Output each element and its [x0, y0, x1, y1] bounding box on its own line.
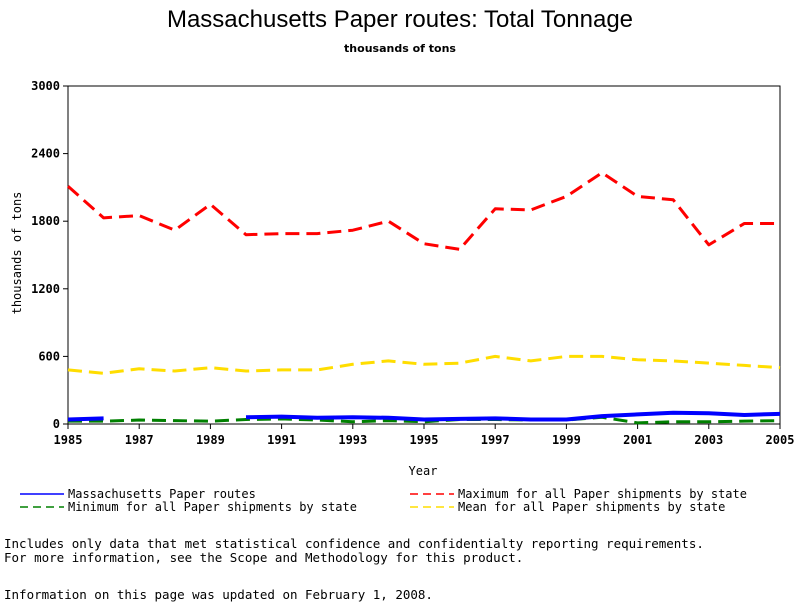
note-line-1: Includes only data that met statistical …: [4, 536, 704, 551]
y-tick-label: 0: [53, 417, 60, 431]
update-note: Information on this page was updated on …: [4, 587, 433, 602]
x-tick-label: 2001: [623, 433, 652, 447]
x-tick-label: 1991: [267, 433, 296, 447]
y-tick-label: 1800: [31, 214, 60, 228]
x-tick-label: 1993: [338, 433, 367, 447]
y-tick-label: 600: [38, 349, 60, 363]
note-line-2: For more information, see the Scope and …: [4, 550, 524, 565]
series-line-maximum-for-all-paper-shipments-by-state: [67, 171, 780, 251]
x-tick-label: 1989: [196, 433, 225, 447]
series-line-minimum-for-all-paper-shipments-by-state: [68, 415, 781, 425]
y-tick-label: 1200: [31, 282, 60, 296]
series-line-massachusetts-paper-routes: [245, 410, 781, 422]
x-tick-label: 1999: [552, 433, 581, 447]
x-tick-label: 2005: [766, 433, 795, 447]
chart-title: Massachusetts Paper routes: Total Tonnag…: [166, 6, 634, 33]
series-line-massachusetts-paper-routes: [67, 416, 104, 422]
y-tick-label: 3000: [31, 79, 60, 93]
x-tick-label: 1997: [481, 433, 510, 447]
legend-label: Massachusetts Paper routes: [68, 487, 256, 501]
legend-label: Mean for all Paper shipments by state: [458, 500, 725, 514]
x-tick-label: 2003: [694, 433, 723, 447]
y-tick-label: 2400: [31, 147, 60, 161]
chart-subtitle: thousands of tons: [344, 42, 456, 55]
x-axis-label: Year: [409, 464, 438, 478]
legend-label: Minimum for all Paper shipments by state: [68, 500, 357, 514]
x-tick-label: 1985: [54, 433, 83, 447]
x-tick-label: 1987: [125, 433, 154, 447]
legend-label: Maximum for all Paper shipments by state: [458, 487, 747, 501]
series-line-mean-for-all-paper-shipments-by-state: [67, 354, 781, 375]
x-tick-label: 1995: [410, 433, 439, 447]
y-axis-label: thousands of tons: [10, 192, 24, 315]
plot-frame: [67, 85, 781, 425]
